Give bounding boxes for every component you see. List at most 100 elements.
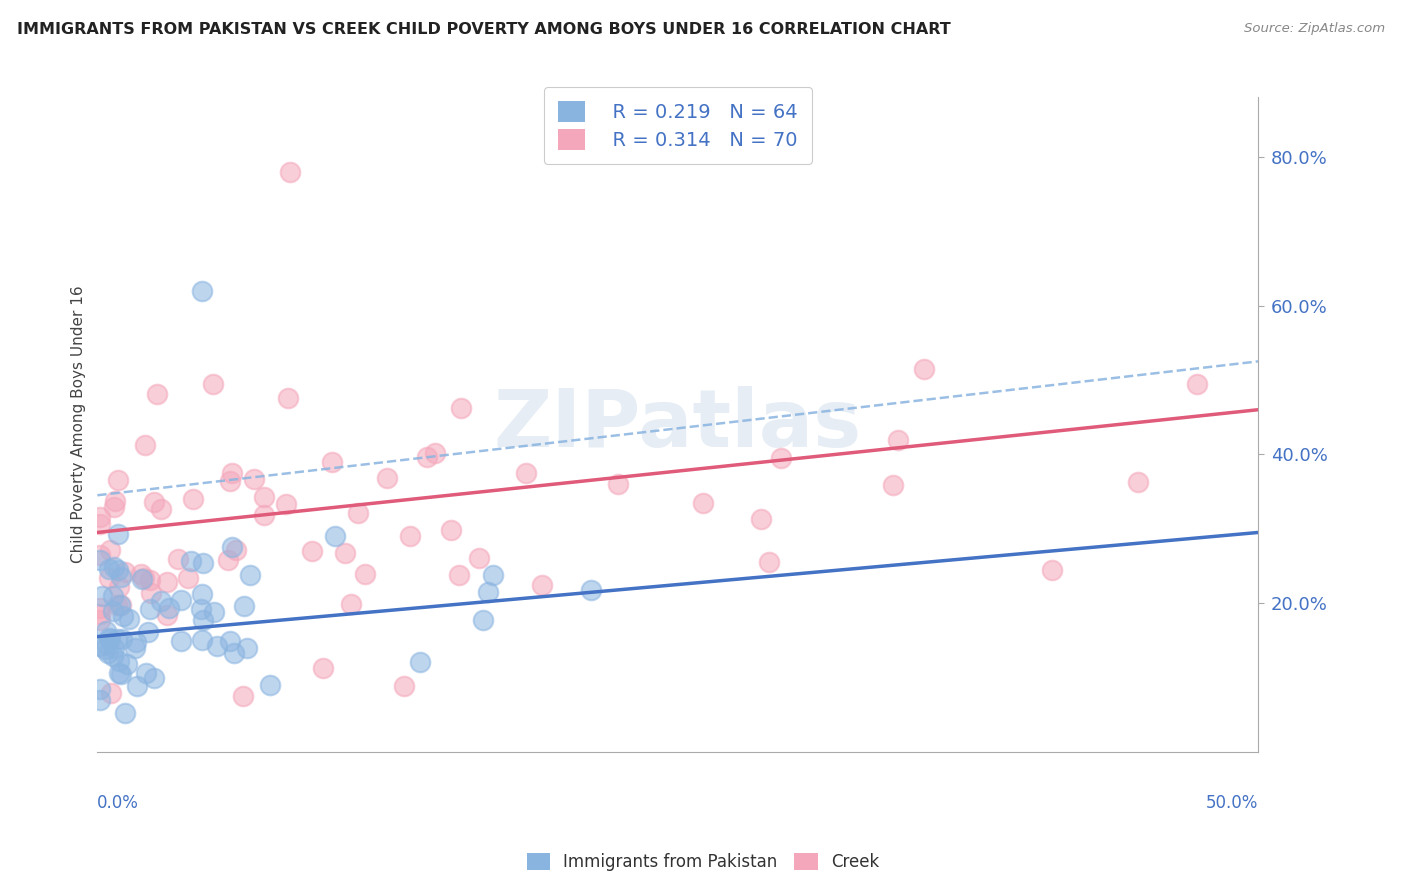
Legend: Immigrants from Pakistan, Creek: Immigrants from Pakistan, Creek xyxy=(519,845,887,880)
Point xyxy=(89,607,111,622)
Point xyxy=(139,586,162,600)
Point xyxy=(125,634,148,648)
Point xyxy=(94,624,117,638)
Text: IMMIGRANTS FROM PAKISTAN VS CREEK CHILD POVERTY AMONG BOYS UNDER 16 CORRELATION : IMMIGRANTS FROM PAKISTAN VS CREEK CHILD … xyxy=(17,22,950,37)
Point xyxy=(170,592,193,607)
Point xyxy=(107,666,129,681)
Point xyxy=(110,667,132,681)
Point xyxy=(107,526,129,541)
Point xyxy=(468,551,491,566)
Point xyxy=(325,529,347,543)
Point xyxy=(89,639,111,653)
Point xyxy=(423,446,446,460)
Point xyxy=(259,678,281,692)
Point xyxy=(340,597,363,611)
Point xyxy=(219,633,242,648)
Point xyxy=(108,580,131,594)
Point xyxy=(157,601,180,615)
Point xyxy=(101,590,124,604)
Text: Source: ZipAtlas.com: Source: ZipAtlas.com xyxy=(1244,22,1385,36)
Point xyxy=(375,471,398,485)
Point xyxy=(202,377,225,392)
Point xyxy=(472,613,495,627)
Point xyxy=(97,631,120,645)
Point xyxy=(205,639,228,653)
Point xyxy=(243,472,266,486)
Point xyxy=(115,657,138,671)
Point xyxy=(89,601,111,615)
Point xyxy=(89,510,111,524)
Point xyxy=(89,516,111,531)
Point xyxy=(114,566,136,580)
Point xyxy=(311,661,333,675)
Point xyxy=(108,654,131,668)
Point xyxy=(103,604,125,618)
Point xyxy=(1185,376,1208,391)
Point xyxy=(221,466,243,480)
Point xyxy=(135,666,157,681)
Point xyxy=(150,501,173,516)
Point xyxy=(912,362,935,376)
Point xyxy=(103,641,125,656)
Point xyxy=(103,500,125,514)
Point xyxy=(103,649,125,664)
Point xyxy=(107,564,129,578)
Point xyxy=(103,559,125,574)
Legend:   R = 0.219   N = 64,   R = 0.314   N = 70: R = 0.219 N = 64, R = 0.314 N = 70 xyxy=(544,87,811,164)
Point xyxy=(579,582,602,597)
Y-axis label: Child Poverty Among Boys Under 16: Child Poverty Among Boys Under 16 xyxy=(72,285,86,564)
Point xyxy=(193,613,215,627)
Point xyxy=(770,451,793,466)
Point xyxy=(440,523,463,537)
Point xyxy=(89,613,111,627)
Point xyxy=(176,571,198,585)
Point xyxy=(112,608,135,623)
Point xyxy=(143,495,166,509)
Point xyxy=(190,632,212,647)
Point xyxy=(253,490,276,504)
Text: 0.0%: 0.0% xyxy=(97,795,139,813)
Point xyxy=(477,585,499,599)
Point xyxy=(399,529,422,543)
Text: 50.0%: 50.0% xyxy=(1206,795,1258,813)
Point xyxy=(253,508,276,523)
Point xyxy=(236,641,259,656)
Point xyxy=(1126,475,1149,489)
Point xyxy=(94,642,117,657)
Point xyxy=(98,542,121,557)
Point xyxy=(110,599,132,613)
Point xyxy=(97,646,120,660)
Point xyxy=(143,671,166,685)
Point xyxy=(132,571,155,585)
Point xyxy=(416,450,439,465)
Point xyxy=(218,474,240,488)
Point xyxy=(191,587,214,601)
Point xyxy=(882,478,904,492)
Point xyxy=(274,498,297,512)
Point xyxy=(108,598,131,612)
Point xyxy=(139,574,162,588)
Point xyxy=(301,543,323,558)
Point xyxy=(110,632,132,646)
Point xyxy=(354,566,377,581)
Point xyxy=(107,473,129,487)
Point xyxy=(347,506,370,520)
Point xyxy=(224,646,246,660)
Point xyxy=(191,556,214,570)
Point xyxy=(125,679,148,693)
Point xyxy=(97,571,120,585)
Point xyxy=(409,655,432,669)
Point xyxy=(138,625,160,640)
Point xyxy=(190,602,212,616)
Point xyxy=(118,612,141,626)
Point xyxy=(89,548,111,562)
Point xyxy=(156,608,179,623)
Point xyxy=(149,593,172,607)
Point xyxy=(233,599,256,614)
Point xyxy=(104,494,127,508)
Point xyxy=(100,632,122,646)
Point xyxy=(167,551,190,566)
Point xyxy=(89,693,111,707)
Point xyxy=(114,706,136,721)
Point xyxy=(131,572,153,586)
